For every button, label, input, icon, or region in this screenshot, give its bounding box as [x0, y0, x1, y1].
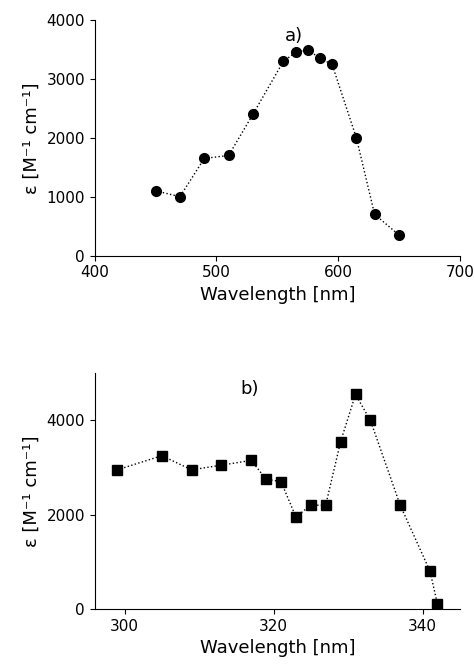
X-axis label: Wavelength [nm]: Wavelength [nm]: [200, 286, 355, 304]
Y-axis label: ε [M⁻¹ cm⁻¹]: ε [M⁻¹ cm⁻¹]: [23, 436, 41, 547]
Y-axis label: ε [M⁻¹ cm⁻¹]: ε [M⁻¹ cm⁻¹]: [23, 82, 41, 193]
Text: b): b): [241, 381, 259, 398]
Text: a): a): [284, 27, 303, 45]
X-axis label: Wavelength [nm]: Wavelength [nm]: [200, 639, 355, 657]
